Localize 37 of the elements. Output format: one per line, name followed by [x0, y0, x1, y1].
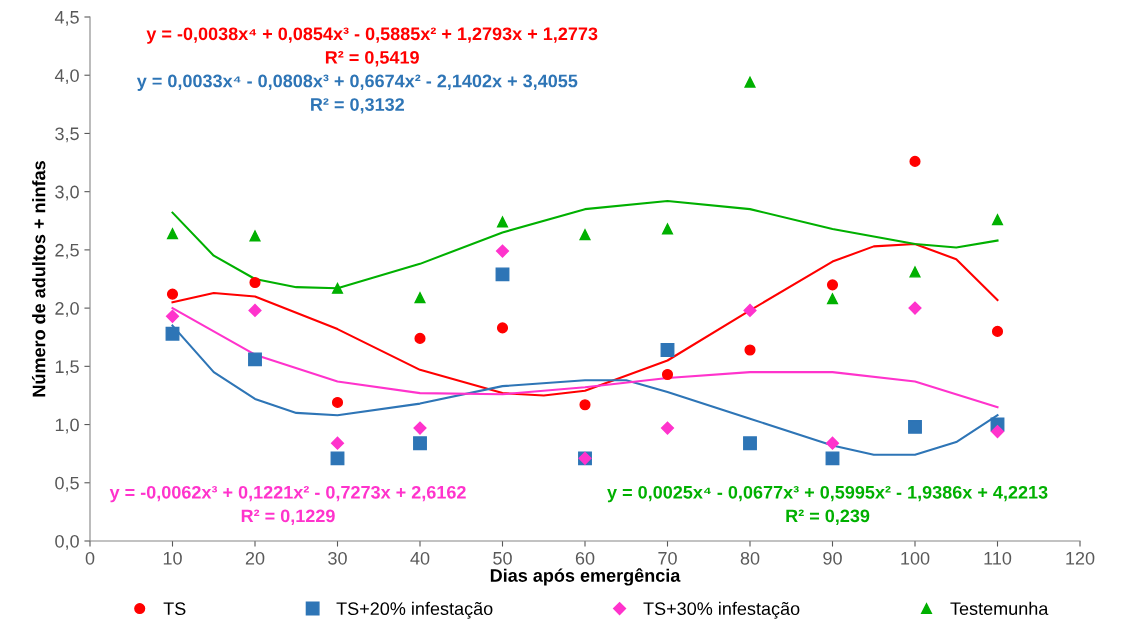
y-tick-label: 0,5: [55, 476, 79, 492]
x-tick-label: 50: [493, 551, 512, 565]
x-tick-label: 100: [901, 551, 930, 565]
legend-label: TS+20% infestação: [336, 601, 493, 619]
legend-label: Testemunha: [950, 601, 1049, 616]
y-tick-label: 1,5: [55, 360, 79, 376]
annotation: y = 0,0025x⁴ - 0,0677x³ + 0,5995x² - 1,9386x + 4,2213: [607, 485, 1048, 503]
y-axis-title: Número de adultos + ninfas: [31, 161, 46, 397]
annotation: R² = 0,1229: [241, 509, 335, 525]
y-tick-label: 3,5: [55, 127, 79, 143]
annotation: y = -0,0062x³ + 0,1221x² - 0,7273x + 2,6162: [109, 485, 466, 503]
legend-label: TS+30% infestação: [643, 601, 800, 619]
y-tick-label: 3,0: [55, 185, 79, 201]
x-tick-label: 20: [245, 551, 265, 565]
annotation: y = 0,0033x⁴ - 0,0808x³ + 0,6674x² - 2,1402x + 3,4055: [136, 74, 578, 91]
annotation: R² = 0,239: [786, 509, 870, 525]
annotation: R² = 0,3132: [311, 98, 405, 114]
x-tick-label: 120: [1066, 551, 1095, 565]
x-tick-label: 70: [658, 551, 677, 565]
annotation: y = -0,0038x⁴ + 0,0854x³ - 0,5885x² + 1,2793x + 1,2773: [146, 27, 598, 44]
y-tick-label: 4,5: [54, 11, 79, 26]
x-tick-label: 90: [823, 551, 842, 565]
y-tick-label: 2,5: [55, 243, 79, 259]
y-tick-label: 2,0: [55, 302, 79, 317]
x-tick-label: 40: [410, 551, 430, 565]
annotation: R² = 0,5419: [325, 50, 419, 67]
x-tick-label: 0: [85, 551, 95, 565]
x-tick-label: 110: [984, 551, 1012, 565]
x-axis-title: Dias após emergência: [490, 568, 681, 586]
x-tick-label: 60: [575, 551, 595, 565]
y-tick-label: 4,0: [54, 69, 79, 85]
y-tick-label: 1,0: [55, 418, 79, 434]
x-tick-label: 10: [163, 551, 182, 565]
x-tick-label: 80: [740, 551, 760, 565]
legend-label: TS: [163, 602, 186, 616]
x-tick-label: 30: [328, 551, 347, 565]
y-tick-label: 0,0: [55, 534, 79, 550]
